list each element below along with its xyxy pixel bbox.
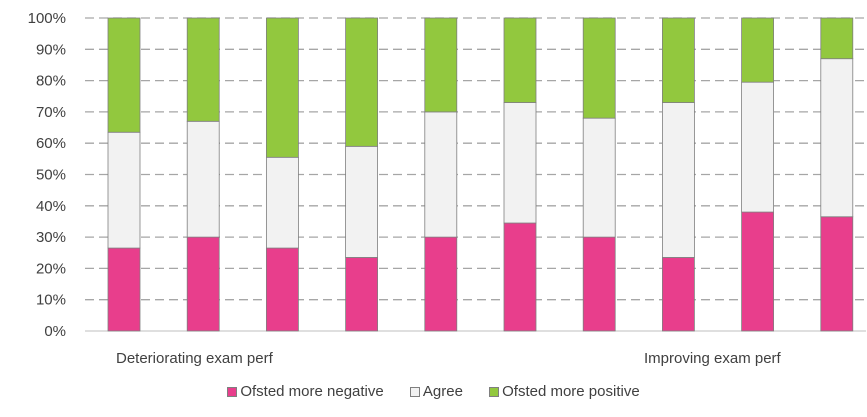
y-tick-label: 20%: [36, 260, 66, 277]
bar-segment-agree: [820, 58, 854, 218]
bar-segment-positive: [424, 17, 458, 113]
bar-segment-positive: [345, 17, 379, 147]
legend-item-positive: Ofsted more positive: [489, 383, 640, 400]
bar-segment-negative: [662, 257, 695, 332]
bar-segment-negative: [582, 236, 616, 332]
legend-item-agree: Agree: [409, 383, 463, 400]
bar-segment-positive: [820, 17, 854, 60]
bar-segment-positive: [265, 17, 299, 158]
bar-segment-positive: [582, 17, 616, 119]
bar-segment-agree: [741, 81, 774, 213]
y-tick-label: 30%: [36, 229, 66, 246]
bar-segment-agree: [345, 145, 379, 258]
bar-segment-negative: [186, 236, 220, 332]
legend: Ofsted more negative Agree Ofsted more p…: [0, 383, 867, 401]
legend-swatch-agree: [409, 386, 420, 397]
bar-segment-agree: [107, 131, 141, 249]
bar-segment-agree: [186, 120, 220, 238]
bar-segment-positive: [662, 17, 695, 103]
legend-item-negative: Ofsted more negative: [227, 383, 384, 400]
bar-segment-agree: [265, 156, 299, 249]
y-tick-label: 0%: [44, 323, 66, 340]
y-tick-label: 50%: [36, 167, 66, 184]
legend-label-positive: Ofsted more positive: [502, 383, 640, 400]
legend-swatch-positive: [489, 386, 500, 397]
bar-segment-agree: [503, 102, 537, 224]
category-label-left: Deteriorating exam perf: [116, 350, 273, 367]
bar-segment-positive: [107, 17, 141, 133]
bar-segment-positive: [741, 17, 774, 83]
y-tick-label: 100%: [28, 10, 66, 27]
y-tick-label: 40%: [36, 198, 66, 215]
y-tick-label: 10%: [36, 292, 66, 309]
bar-segment-agree: [424, 111, 458, 238]
legend-label-agree: Agree: [422, 383, 463, 400]
bar-segment-positive: [503, 17, 537, 103]
bar-segment-negative: [424, 236, 458, 332]
y-tick-label: 80%: [36, 73, 66, 90]
category-label-right: Improving exam perf: [644, 350, 781, 367]
bar-segment-negative: [741, 211, 774, 332]
bar-segment-positive: [186, 17, 220, 122]
y-tick-label: 70%: [36, 104, 66, 121]
bar-segment-agree: [582, 117, 616, 238]
legend-label-negative: Ofsted more negative: [240, 383, 384, 400]
bar-segment-negative: [107, 247, 141, 332]
bar-segment-agree: [662, 102, 695, 258]
bar-segment-negative: [820, 216, 854, 332]
bar-segment-negative: [265, 247, 299, 332]
y-tick-label: 60%: [36, 135, 66, 152]
bar-segment-negative: [503, 222, 537, 332]
bar-segment-negative: [345, 257, 379, 332]
y-tick-label: 90%: [36, 41, 66, 58]
legend-swatch-negative: [227, 386, 238, 397]
